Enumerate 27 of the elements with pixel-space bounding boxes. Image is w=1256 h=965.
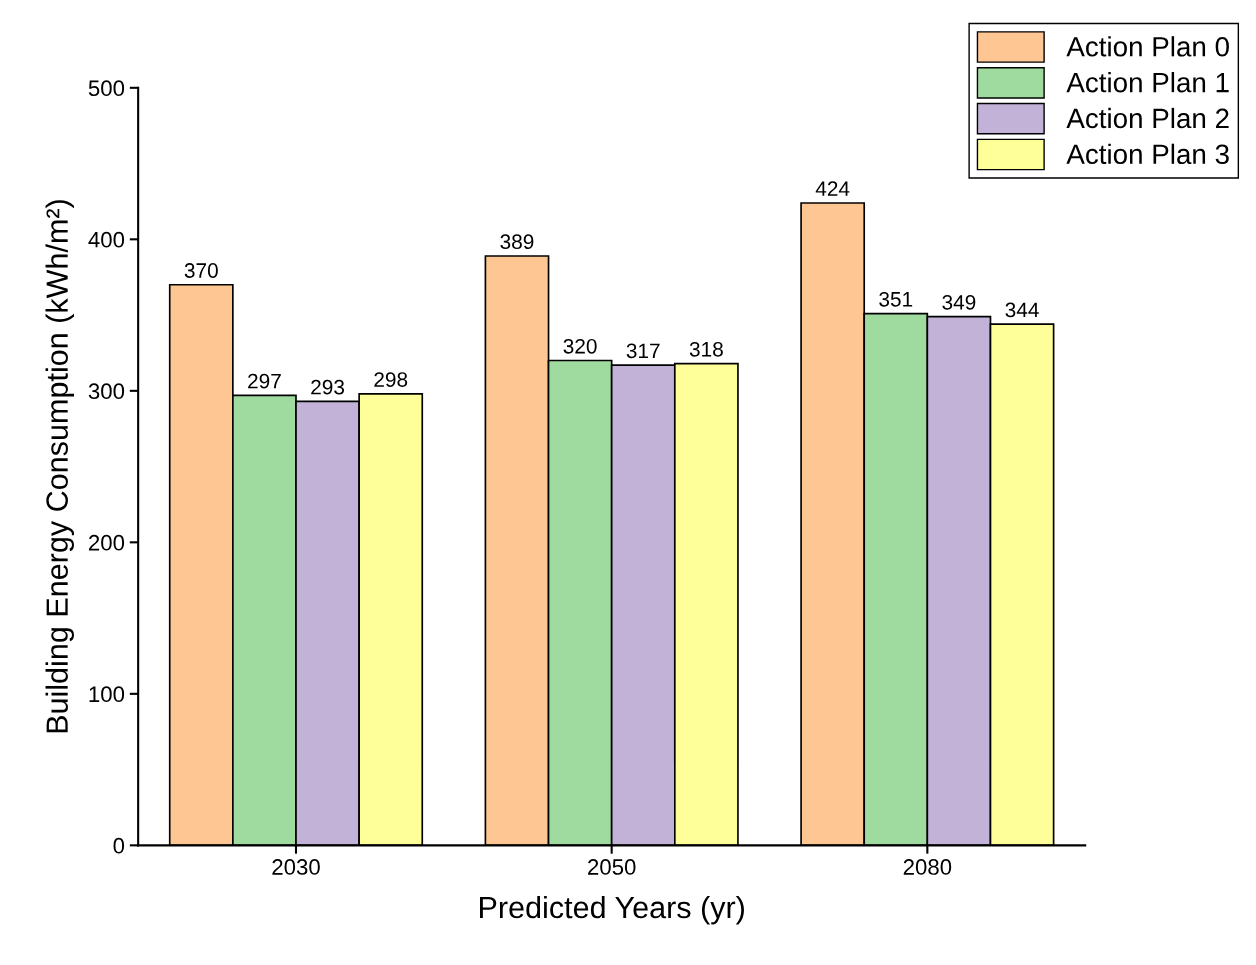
data-label: 344 <box>1005 302 1039 318</box>
data-label: 293 <box>311 379 345 395</box>
legend-label: Action Plan 1 <box>1066 72 1229 93</box>
data-label: 318 <box>689 341 723 357</box>
data-label: 424 <box>815 181 850 196</box>
y-tick-label: 0 <box>113 837 125 854</box>
data-label: 349 <box>942 294 976 310</box>
x-tick-label: 2030 <box>272 859 320 875</box>
y-tick-label: 200 <box>89 534 125 551</box>
data-label: 370 <box>184 263 218 278</box>
y-axis-title: Building Energy Consumption (kWh/m²) <box>45 200 74 733</box>
data-label: 298 <box>374 372 408 387</box>
x-tick-label: 2080 <box>903 859 952 875</box>
data-label: 320 <box>563 338 597 354</box>
y-tick-label: 400 <box>88 231 125 248</box>
data-label: 351 <box>879 291 913 307</box>
y-tick-label: 500 <box>88 80 125 97</box>
x-tick-label: 2050 <box>588 859 636 875</box>
y-tick-label: 100 <box>89 686 125 703</box>
legend-label: Action Plan 0 <box>1066 36 1229 57</box>
x-axis-title: Predicted Years (yr) <box>480 895 744 925</box>
legend-label: Action Plan 2 <box>1066 107 1229 129</box>
data-label: 297 <box>248 373 281 389</box>
y-tick-label: 300 <box>88 383 125 400</box>
legend-label: Action Plan 3 <box>1066 143 1229 165</box>
data-label: 317 <box>626 343 660 359</box>
data-label: 389 <box>500 234 534 250</box>
